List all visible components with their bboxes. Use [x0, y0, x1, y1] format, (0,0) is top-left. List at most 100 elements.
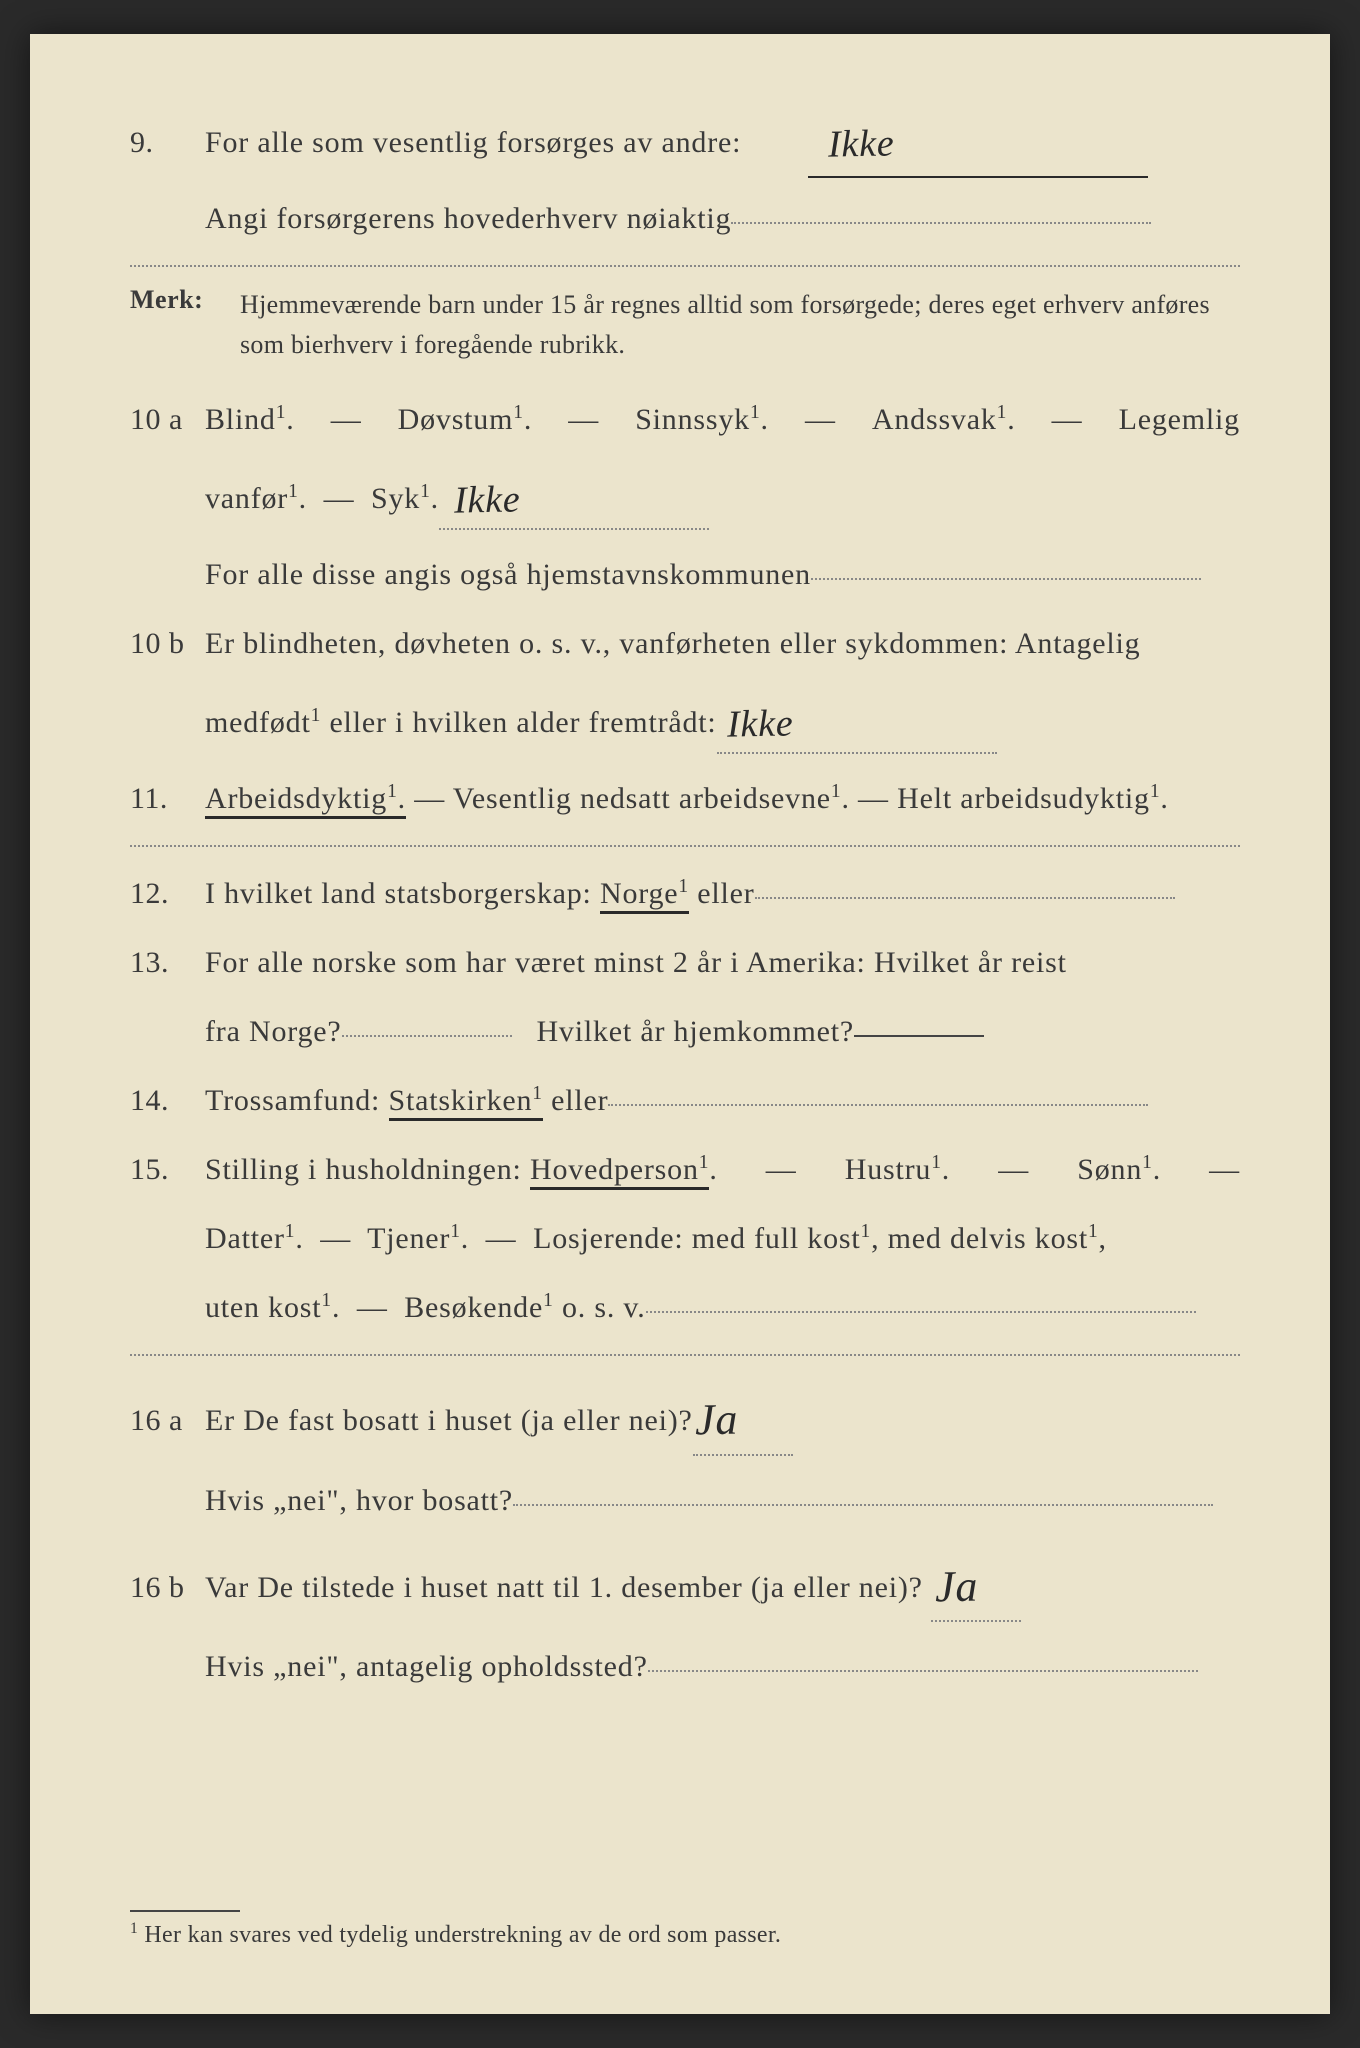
q10b-handwriting: Ikke	[726, 687, 794, 760]
footnote-text: 1 Her kan svares ved tydelig understrekn…	[130, 1920, 1240, 1949]
dotted-fill	[731, 222, 1151, 224]
q12-norge: Norge1	[600, 877, 689, 914]
q15-osv: o. s. v.	[554, 1291, 646, 1324]
q15-losjerende: Losjerende: med full kost	[533, 1222, 860, 1255]
q10a-andssvak: Andssvak	[872, 403, 997, 436]
q9-handwriting: Ikke	[827, 107, 895, 180]
footnote-rule	[130, 1910, 240, 1912]
q10a-legemlig: Legemlig	[1119, 403, 1240, 436]
q12-number: 12.	[130, 865, 205, 922]
q16a-text2: Hvis „nei", hvor bosatt?	[205, 1472, 1240, 1529]
q10a-line3: For alle disse angis også hjemstavnskomm…	[130, 546, 1240, 603]
q10a-vanfor: vanfør	[205, 482, 288, 515]
dotted-fill	[608, 1104, 1148, 1106]
footnote-area: 1 Her kan svares ved tydelig understrekn…	[130, 1890, 1240, 1949]
section-divider	[130, 845, 1240, 847]
q15-besokende: Besøkende	[404, 1291, 543, 1324]
q16b-line2: Hvis „nei", antagelig opholdssted?	[130, 1638, 1240, 1695]
dotted-fill: Ikke	[717, 680, 997, 754]
q14-number: 14.	[130, 1072, 205, 1129]
q11-number: 11.	[130, 770, 205, 827]
q10a-sinnssyk: Sinnssyk	[635, 403, 750, 436]
q16a-handwriting: Ja	[694, 1378, 739, 1462]
q9-number: 9.	[130, 114, 205, 171]
q15-sonn: Sønn	[1077, 1153, 1142, 1186]
q15-line1: 15. Stilling i husholdningen: Hovedperso…	[130, 1141, 1240, 1198]
q12-line: 12. I hvilket land statsborgerskap: Norg…	[130, 865, 1240, 922]
q10a-number: 10 a	[130, 391, 205, 448]
dotted-fill	[513, 1504, 1213, 1506]
q15-uten-kost: uten kost	[205, 1291, 321, 1324]
q10b-fremtradt: eller i hvilken alder fremtrådt:	[321, 706, 716, 739]
footnote-sup: 1	[130, 1920, 138, 1937]
q16a-question: Er De fast bosatt i huset (ja eller nei)…	[205, 1404, 693, 1437]
section-divider	[130, 1354, 1240, 1356]
q15-text3: uten kost1. — Besøkende1 o. s. v.	[205, 1279, 1240, 1336]
q15-delvis: , med delvis kost	[871, 1222, 1088, 1255]
q13-fra-norge: fra Norge?	[205, 1015, 342, 1048]
q14-statskirken: Statskirken1	[389, 1084, 543, 1121]
q16b-text1: Var De tilstede i huset natt til 1. dese…	[205, 1541, 1240, 1627]
q10a-hjemstavn: For alle disse angis også hjemstavnskomm…	[205, 558, 811, 591]
census-form-page: 9. For alle som vesentlig forsørges av a…	[30, 34, 1330, 2014]
q10a-handwriting: Ikke	[453, 463, 521, 536]
q14-text: Trossamfund: Statskirken1 eller	[205, 1072, 1240, 1129]
q12-text: I hvilket land statsborgerskap: Norge1 e…	[205, 865, 1240, 922]
q9-text1: For alle som vesentlig forsørges av andr…	[205, 104, 1240, 178]
q15-hustru: Hustru	[845, 1153, 931, 1186]
q16a-line1: 16 a Er De fast bosatt i huset (ja eller…	[130, 1374, 1240, 1460]
q11-text: Arbeidsdyktig1. — Vesentlig nedsatt arbe…	[205, 770, 1240, 827]
dotted-fill	[646, 1311, 1196, 1313]
q15-datter: Datter	[205, 1222, 285, 1255]
dotted-fill: Ikke	[439, 456, 709, 530]
q12-prefix: I hvilket land statsborgerskap:	[205, 877, 600, 910]
merk-label: Merk:	[130, 285, 240, 366]
q15-number: 15.	[130, 1141, 205, 1198]
q10a-dovstum: Døvstum	[398, 403, 514, 436]
dotted-fill	[648, 1670, 1198, 1672]
q10a-line2: vanfør1. — Syk1.Ikke	[130, 460, 1240, 534]
section-divider	[130, 265, 1240, 267]
solid-fill	[854, 1035, 984, 1037]
q16b-text2: Hvis „nei", antagelig opholdssted?	[205, 1638, 1240, 1695]
q10a-text2: vanfør1. — Syk1.Ikke	[205, 460, 1240, 534]
q11-nedsatt: Vesentlig nedsatt arbeidsevne	[453, 782, 831, 815]
q16a-line2: Hvis „nei", hvor bosatt?	[130, 1472, 1240, 1529]
q13-line1: 13. For alle norske som har været minst …	[130, 934, 1240, 991]
q15-line3: uten kost1. — Besøkende1 o. s. v.	[130, 1279, 1240, 1336]
q15-text2: Datter1. — Tjener1. — Losjerende: med fu…	[205, 1210, 1240, 1267]
q9-text1-label: For alle som vesentlig forsørges av andr…	[205, 126, 741, 159]
merk-text: Hjemmeværende barn under 15 år regnes al…	[240, 285, 1240, 366]
q14-prefix: Trossamfund:	[205, 1084, 389, 1117]
q16b-handwriting: Ja	[934, 1544, 979, 1628]
q9-text2-label: Angi forsørgerens hovederhverv nøiaktig	[205, 202, 731, 235]
q15-tjener: Tjener	[367, 1222, 450, 1255]
dotted-fill: Ja	[693, 1370, 793, 1456]
q13-text2: fra Norge? Hvilket år hjemkommet?	[205, 1003, 1240, 1060]
dotted-fill: Ja	[931, 1537, 1021, 1623]
q9-line2: Angi forsørgerens hovederhverv nøiaktig	[130, 190, 1240, 247]
q16a-number: 16 a	[130, 1392, 205, 1449]
dotted-fill	[811, 578, 1201, 580]
q11-arbeidsdyktig: Arbeidsdyktig1.	[205, 782, 406, 819]
q16b-line1: 16 b Var De tilstede i huset natt til 1.…	[130, 1541, 1240, 1627]
q14-eller: eller	[543, 1084, 609, 1117]
q16b-question: Var De tilstede i huset natt til 1. dese…	[205, 1571, 923, 1604]
q15-hovedperson: Hovedperson1	[530, 1153, 709, 1190]
q10b-text1: Er blindheten, døvheten o. s. v., vanfør…	[205, 615, 1240, 672]
q16b-hvis-nei: Hvis „nei", antagelig opholdssted?	[205, 1650, 648, 1683]
q10a-text1: Blind1. — Døvstum1. — Sinnssyk1. — Andss…	[205, 391, 1240, 448]
q16b-number: 16 b	[130, 1559, 205, 1616]
q15-prefix: Stilling i husholdningen:	[205, 1153, 530, 1186]
q16a-text1: Er De fast bosatt i huset (ja eller nei)…	[205, 1374, 1240, 1460]
dotted-fill	[342, 1035, 512, 1037]
q9-answer-line: Ikke	[808, 104, 1148, 178]
q14-line: 14. Trossamfund: Statskirken1 eller	[130, 1072, 1240, 1129]
q13-hjemkommet: Hvilket år hjemkommet?	[536, 1015, 854, 1048]
q12-eller: eller	[689, 877, 755, 910]
q10b-text2: medfødt1 eller i hvilken alder fremtrådt…	[205, 684, 1240, 758]
q10a-line1: 10 a Blind1. — Døvstum1. — Sinnssyk1. — …	[130, 391, 1240, 448]
q13-line2: fra Norge? Hvilket år hjemkommet?	[130, 1003, 1240, 1060]
merk-note: Merk: Hjemmeværende barn under 15 år reg…	[130, 285, 1240, 366]
q10b-medfodt: medfødt	[205, 706, 311, 739]
